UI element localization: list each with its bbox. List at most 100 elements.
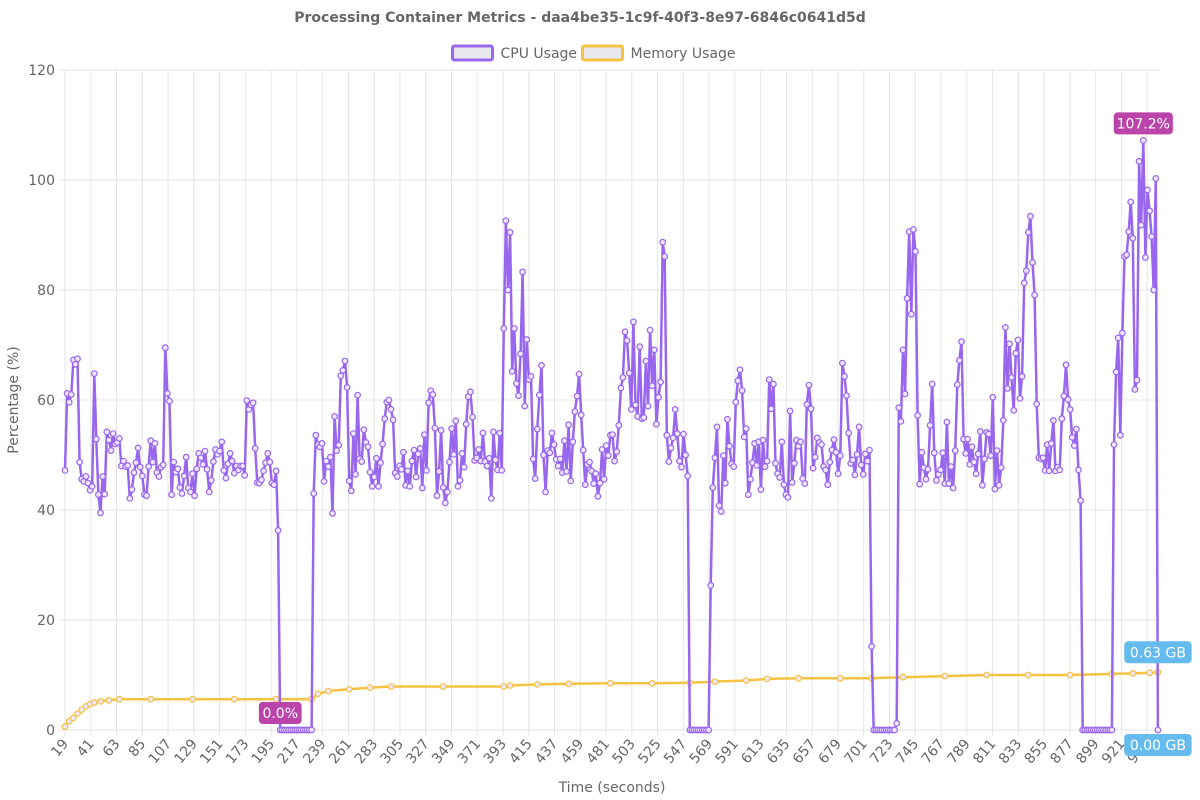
data-point [857,461,865,469]
data-point [724,415,731,423]
data-point [243,397,251,405]
legend-item-0[interactable]: CPU Usage [451,44,578,62]
data-point [519,268,526,276]
data-point [721,479,729,487]
data-point [333,447,341,455]
data-point [176,484,184,491]
data-point [719,452,727,460]
data-point [308,726,316,734]
data-point [337,372,345,380]
data-point [462,420,470,428]
data-point [502,217,510,225]
data-point [437,426,445,434]
data-point [540,451,547,459]
data-point [1058,415,1066,423]
x-tick-label: 305 [378,736,407,767]
data-point [149,458,157,466]
data-point [669,434,677,442]
data-point [458,450,466,457]
annotation-badge: 0.00 GB [1124,734,1192,756]
data-point [730,463,738,471]
data-point [358,458,366,466]
data-point [893,720,901,727]
data-point [613,448,621,456]
y-tick-label: 100 [28,173,55,189]
data-point [364,443,372,451]
data-point [1070,442,1078,450]
data-point [1045,467,1053,475]
data-point [740,433,748,441]
y-tick-label: 20 [37,613,55,629]
data-point [270,481,278,489]
data-point [439,683,447,690]
data-point [115,435,123,442]
data-point [498,467,506,474]
data-point [979,481,986,489]
data-point [159,461,167,469]
data-point [74,355,81,363]
legend-swatch [581,44,624,62]
data-point [387,683,395,690]
data-point [454,483,462,490]
data-point [839,359,846,367]
data-point [976,428,984,435]
data-point [145,463,153,471]
data-point [807,405,815,413]
data-point [586,458,593,466]
data-point [795,674,802,682]
x-tick-label: 789 [944,736,973,767]
data-point [709,484,717,491]
data-point [1066,671,1074,679]
data-point [1020,279,1028,287]
data-point [431,424,439,432]
data-point [97,698,104,705]
data-point [763,457,771,465]
grid [64,69,1160,731]
y-axis-ticks: 0 20 40 60 80 100 120 [28,63,65,739]
data-point [385,396,393,404]
data-point [565,421,572,429]
data-point [1133,376,1141,384]
data-point [836,452,844,460]
data-point [128,486,136,494]
series-memory [61,668,1162,731]
data-point [404,467,412,475]
data-point [312,431,320,439]
data-point [916,480,924,488]
data-point [790,459,798,467]
data-point [657,378,664,386]
data-point [226,450,234,457]
data-point [899,346,907,354]
data-point [770,380,777,388]
x-tick-label: 371 [455,736,484,767]
x-tick-label: 415 [506,736,535,767]
data-point [947,463,955,471]
data-point [450,451,458,458]
data-point [930,449,938,457]
data-point [571,408,579,416]
data-point [439,484,447,491]
data-point [579,446,587,454]
data-point [197,454,205,462]
data-point [914,412,921,419]
data-point [71,360,79,368]
x-tick-label: 129 [171,736,200,767]
data-point [851,471,859,479]
legend-item-1[interactable]: Memory Usage [581,44,736,62]
data-point [707,582,715,589]
y-tick-label: 80 [37,283,55,299]
data-point [640,414,648,422]
data-point [220,467,228,474]
data-point [500,325,508,332]
data-point [429,391,437,398]
data-point [1141,254,1149,261]
data-point [1066,406,1074,413]
data-point [136,463,144,471]
data-point [663,431,671,439]
data-point [648,679,656,687]
data-point [90,370,98,378]
x-tick-label: 41 [74,736,98,760]
legend[interactable]: CPU Usage Memory Usage [451,44,736,62]
data-point [191,492,199,500]
data-point [809,464,817,472]
